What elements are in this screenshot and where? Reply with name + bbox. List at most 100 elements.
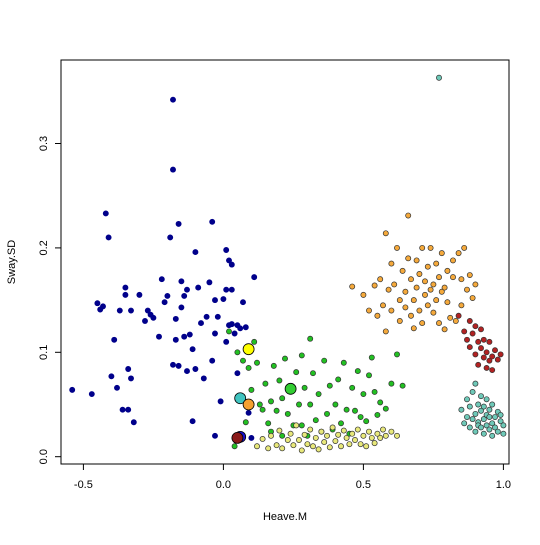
data-point — [315, 391, 322, 398]
data-point — [472, 410, 479, 417]
highlight-layer — [231, 343, 297, 444]
data-point — [209, 357, 216, 364]
data-point — [102, 210, 109, 217]
data-point — [270, 362, 277, 369]
data-point — [349, 430, 356, 437]
data-point — [352, 437, 358, 443]
data-point — [254, 359, 260, 366]
data-point — [324, 410, 330, 417]
data-point — [195, 284, 202, 291]
data-point — [301, 431, 308, 438]
data-point — [276, 377, 283, 384]
data-point — [413, 257, 420, 264]
data-point — [357, 414, 364, 420]
data-point — [472, 380, 479, 387]
data-point — [436, 74, 442, 81]
data-point — [374, 430, 381, 437]
data-point — [388, 380, 395, 387]
data-point — [186, 331, 193, 338]
data-point — [399, 267, 406, 274]
data-point — [158, 276, 165, 283]
data-point — [480, 403, 487, 410]
data-point — [326, 382, 333, 389]
data-point — [262, 380, 269, 387]
data-point — [161, 299, 168, 306]
data-point — [464, 414, 470, 420]
data-point — [424, 263, 431, 270]
data-point — [338, 443, 344, 450]
plot-box — [60, 59, 510, 465]
data-point — [326, 444, 333, 451]
data-point — [114, 384, 120, 391]
data-point — [466, 424, 473, 431]
data-point — [360, 391, 367, 398]
data-point — [486, 406, 493, 413]
data-point — [489, 432, 496, 439]
data-point — [363, 418, 370, 425]
data-point — [212, 330, 218, 337]
data-point — [175, 220, 182, 227]
data-point — [223, 286, 230, 293]
data-point — [240, 299, 246, 306]
data-point — [466, 344, 473, 351]
data-point — [209, 218, 216, 225]
data-point — [226, 328, 232, 335]
data-point — [427, 244, 434, 251]
x-tick-label: 1.0 — [496, 479, 511, 491]
data-point — [170, 166, 176, 173]
data-point — [480, 354, 487, 361]
centroid-point — [231, 432, 244, 444]
data-point — [307, 426, 314, 433]
data-point — [492, 424, 498, 431]
data-point — [290, 442, 297, 449]
data-point — [142, 318, 148, 324]
data-point — [130, 419, 137, 426]
data-point — [105, 234, 112, 241]
data-point — [276, 427, 283, 434]
data-point — [380, 302, 386, 309]
centroid-point — [284, 382, 297, 395]
data-point — [494, 356, 501, 363]
data-point — [461, 328, 468, 335]
data-point — [332, 401, 339, 408]
data-point — [458, 406, 465, 413]
data-point — [472, 281, 479, 288]
data-point — [377, 399, 384, 406]
data-point — [483, 365, 490, 371]
data-point — [212, 432, 218, 439]
x-tick-label: 0.0 — [216, 479, 231, 491]
data-point — [450, 257, 456, 264]
data-point — [172, 315, 179, 322]
data-point — [354, 368, 361, 375]
data-point — [178, 278, 185, 285]
data-point — [371, 282, 378, 289]
data-point — [310, 443, 316, 450]
data-point — [380, 426, 386, 433]
data-point — [436, 274, 442, 281]
data-point — [189, 418, 196, 425]
data-point — [293, 369, 300, 376]
data-point — [228, 261, 235, 268]
data-point — [122, 291, 129, 298]
data-point — [343, 406, 350, 413]
x-axis: -0.5 0.0 0.5 1.0 — [74, 463, 511, 491]
data-point — [363, 443, 370, 450]
data-point — [203, 313, 210, 320]
data-point — [116, 307, 123, 314]
data-point — [458, 276, 465, 283]
data-point — [492, 347, 498, 354]
data-point — [466, 403, 473, 410]
data-point — [329, 424, 336, 431]
data-point — [368, 434, 375, 441]
data-point — [486, 426, 493, 433]
data-point — [214, 313, 221, 320]
data-point — [489, 420, 496, 427]
data-point — [343, 434, 350, 441]
data-point — [486, 357, 493, 364]
data-point — [489, 401, 496, 408]
data-point — [377, 434, 384, 441]
data-point — [172, 336, 179, 343]
data-point — [242, 324, 249, 331]
data-point — [122, 284, 129, 291]
